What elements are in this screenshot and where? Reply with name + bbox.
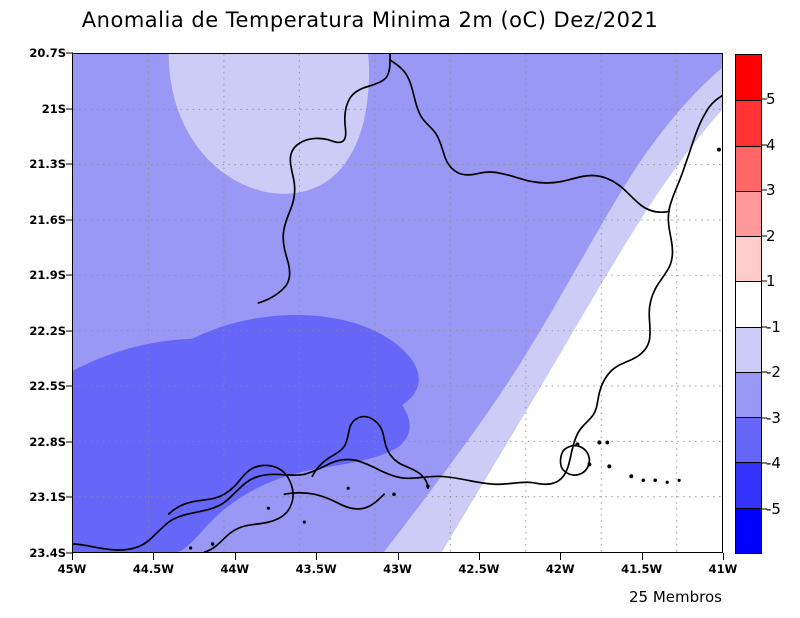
colorbar-tick-label: -4 <box>766 454 781 473</box>
coastal-islands <box>189 147 722 550</box>
colorbar-swatch[interactable] <box>736 145 761 191</box>
y-axis-tick-mark <box>66 441 73 443</box>
colorbar-tick-label: -1 <box>766 317 781 336</box>
coastline-atlantic <box>73 94 722 551</box>
restinga-marambaia <box>283 491 385 510</box>
colorbar-swatch[interactable] <box>736 371 761 418</box>
x-axis-tick-label: 41.5W <box>621 562 663 576</box>
colorbar-swatch[interactable] <box>736 190 761 237</box>
y-axis-tick-mark <box>66 330 73 332</box>
ilha-grande-coast <box>167 464 294 552</box>
colorbar-tick-label: 4 <box>766 135 776 154</box>
guanabara-bay <box>311 415 429 490</box>
x-axis-tick-label: 43W <box>383 562 412 576</box>
y-axis: 20.7S 21S 21.3S 21.6S 21.9S 22.2S 22.5S 22.8S 23… <box>0 46 73 560</box>
colorbar-tick-mark <box>762 189 767 191</box>
y-axis-tick-mark <box>66 163 73 165</box>
chart-title: Anomalia de Temperatura Minima 2m (oC) D… <box>81 8 659 32</box>
x-axis-tick-mark <box>723 553 724 560</box>
colorbar-tick-label: -3 <box>766 408 781 427</box>
y-axis-tick-label: 21.9S <box>29 268 66 283</box>
y-axis-tick-mark <box>66 496 73 498</box>
x-axis-tick-label: 43.5W <box>295 562 337 576</box>
colorbar-swatch[interactable] <box>736 281 761 327</box>
colorbar-swatch[interactable] <box>736 236 761 282</box>
y-axis-tick-mark <box>66 52 73 54</box>
contour-band-minus1-minus2-north <box>168 54 370 194</box>
colorbar-tick-mark <box>762 326 767 328</box>
y-axis-tick-mark <box>66 219 73 221</box>
x-axis-tick-mark <box>234 553 236 560</box>
x-axis-tick-label: 44W <box>220 562 250 576</box>
colorbar-labels: 5 4 3 2 1 -1 -2 -3 -4 -5 <box>762 54 800 554</box>
x-axis-tick-mark <box>153 553 155 560</box>
y-axis-tick-label: 21S <box>41 101 66 116</box>
y-axis-tick-label: 21.6S <box>29 212 66 227</box>
colorbar-swatch[interactable] <box>736 55 761 101</box>
colorbar-swatch[interactable] <box>736 462 761 508</box>
x-axis-tick-label: 42W <box>545 562 575 576</box>
y-axis-tick-label: 22.8S <box>29 434 66 449</box>
y-axis-tick-label: 22.5S <box>29 379 66 394</box>
colorbar-swatch[interactable] <box>736 326 761 372</box>
colorbar-tick-label: 5 <box>766 90 776 109</box>
colorbar-tick-label: -5 <box>766 499 781 518</box>
coastline-and-borders <box>73 54 722 552</box>
colorbar-swatch[interactable] <box>736 507 761 553</box>
x-axis-tick-mark <box>397 553 399 560</box>
y-axis-tick-label: 23.4S <box>29 546 66 560</box>
map-gridlines <box>73 54 722 552</box>
x-axis-tick-mark <box>478 553 480 560</box>
x-axis-tick-label: 45W <box>57 562 87 576</box>
colorbar-tick-mark <box>762 462 767 464</box>
colorbar-tick-mark <box>762 235 767 237</box>
colorbar-tick-mark <box>762 280 767 282</box>
contour-map <box>73 54 722 552</box>
x-axis-tick-mark <box>316 553 318 560</box>
colorbar-tick-label: 3 <box>766 181 776 200</box>
colorbar[interactable] <box>735 54 762 554</box>
x-axis-tick-mark <box>641 553 643 560</box>
y-axis-tick-label: 20.7S <box>29 46 66 60</box>
y-axis-tick-mark <box>66 385 73 387</box>
colorbar-swatch[interactable] <box>736 417 761 463</box>
y-axis-tick-label: 23.1S <box>29 490 66 505</box>
colorbar-tick-label: 1 <box>766 272 776 291</box>
y-axis-tick-label: 22.2S <box>29 323 66 338</box>
x-axis-tick-mark <box>560 553 562 560</box>
colorbar-tick-label: -2 <box>766 363 781 382</box>
colorbar-tick-mark <box>762 417 767 419</box>
colorbar-tick-mark <box>762 508 767 510</box>
y-axis-tick-mark <box>66 552 73 554</box>
filled-contours <box>73 54 722 552</box>
x-axis: 45W 44.5W 44W 43.5W 43W 42.5W 42W 41.5W 41W <box>58 553 737 593</box>
ensemble-members-note: 25 Membros <box>629 588 722 606</box>
colorbar-tick-label: 2 <box>766 226 776 245</box>
colorbar-tick-mark <box>762 144 767 146</box>
y-axis-tick-mark <box>66 108 73 110</box>
y-axis-tick-label: 21.3S <box>29 157 66 172</box>
colorbar-tick-mark <box>762 371 767 373</box>
map-plot-area <box>72 53 723 553</box>
colorbar-swatch[interactable] <box>736 100 761 146</box>
y-axis-tick-mark <box>66 274 73 276</box>
x-axis-tick-label: 41W <box>708 562 738 576</box>
colorbar-tick-mark <box>762 98 767 100</box>
x-axis-tick-label: 42.5W <box>458 562 500 576</box>
contour-band-minus3-minus4-inland-lobe <box>162 314 419 487</box>
x-axis-tick-mark <box>72 553 73 560</box>
state-border-north <box>257 54 391 304</box>
x-axis-tick-label: 44.5W <box>132 562 174 576</box>
state-border-northeast <box>389 59 671 213</box>
